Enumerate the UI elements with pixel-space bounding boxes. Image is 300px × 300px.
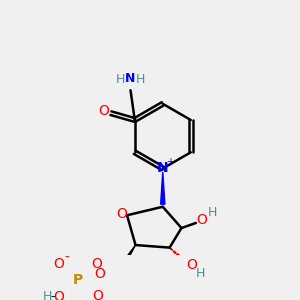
Text: -: - xyxy=(64,250,69,263)
Text: O: O xyxy=(92,289,103,300)
Polygon shape xyxy=(173,251,176,253)
Text: O: O xyxy=(53,257,64,271)
Text: H: H xyxy=(116,74,125,86)
Polygon shape xyxy=(170,248,172,250)
Text: -: - xyxy=(50,290,54,300)
Text: N: N xyxy=(157,160,169,175)
Text: O: O xyxy=(53,290,64,300)
Text: H: H xyxy=(136,74,146,86)
Text: H: H xyxy=(42,290,52,300)
Text: O: O xyxy=(99,104,110,118)
Text: P: P xyxy=(73,273,83,287)
Polygon shape xyxy=(180,256,183,260)
Text: H: H xyxy=(207,206,217,219)
Text: O: O xyxy=(91,257,102,271)
Text: O: O xyxy=(94,267,105,281)
Polygon shape xyxy=(118,245,136,270)
Text: O: O xyxy=(186,258,197,272)
Polygon shape xyxy=(176,254,180,257)
Text: H: H xyxy=(196,267,205,280)
Text: N: N xyxy=(125,72,136,85)
Polygon shape xyxy=(183,259,187,263)
Text: O: O xyxy=(116,207,128,220)
Polygon shape xyxy=(160,172,165,204)
Text: +: + xyxy=(166,157,174,167)
Text: O: O xyxy=(196,212,207,226)
